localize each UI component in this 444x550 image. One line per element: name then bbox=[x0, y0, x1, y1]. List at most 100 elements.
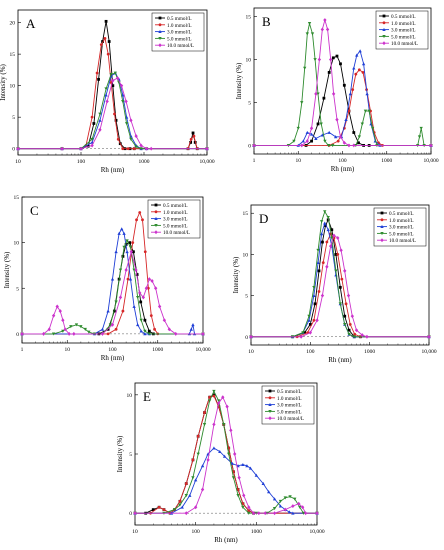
marker-diamond bbox=[249, 334, 253, 339]
legend-label: 0.5 mmol/L bbox=[277, 389, 302, 395]
marker-triangle bbox=[120, 227, 124, 231]
marker-diamond bbox=[314, 91, 318, 96]
marker-diamond bbox=[229, 428, 233, 433]
marker-square bbox=[191, 131, 195, 135]
marker-triangle-down bbox=[343, 323, 347, 327]
legend-label: 10.0 mmol/L bbox=[277, 416, 304, 422]
x-axis-label: Rh (nm) bbox=[214, 536, 238, 544]
marker-circle bbox=[236, 488, 240, 491]
marker-circle bbox=[348, 323, 352, 326]
series-3 bbox=[20, 227, 205, 336]
marker-diamond bbox=[154, 230, 158, 235]
marker-diamond bbox=[354, 328, 359, 333]
marker-square bbox=[97, 77, 100, 81]
x-axis-label: Rh (nm) bbox=[331, 165, 355, 173]
marker-square bbox=[321, 240, 324, 244]
marker-triangle bbox=[135, 323, 140, 327]
marker-square bbox=[357, 141, 360, 145]
x-tick-label: 10 bbox=[296, 158, 302, 164]
marker-triangle bbox=[132, 304, 136, 308]
marker-triangle bbox=[327, 130, 331, 134]
marker-triangle-down bbox=[87, 330, 91, 334]
marker-diamond bbox=[317, 57, 322, 62]
marker-triangle-down bbox=[109, 72, 113, 76]
marker-square bbox=[151, 508, 155, 512]
marker-diamond bbox=[144, 146, 149, 151]
marker-triangle bbox=[361, 62, 366, 66]
panel-label: A bbox=[26, 16, 36, 31]
marker-triangle-down bbox=[312, 285, 316, 290]
marker-triangle-down bbox=[272, 507, 277, 511]
marker-diamond bbox=[328, 57, 333, 62]
series-line bbox=[254, 49, 431, 146]
marker-square bbox=[313, 302, 317, 306]
marker-diamond bbox=[303, 511, 308, 516]
marker-circle bbox=[336, 139, 340, 143]
legend-label: 0.5 mmol/L bbox=[163, 203, 188, 209]
marker-triangle-down bbox=[298, 505, 302, 509]
marker-diamond bbox=[347, 143, 351, 148]
marker-triangle-down bbox=[134, 145, 138, 149]
y-tick-label: 5 bbox=[129, 452, 132, 458]
marker-square bbox=[339, 62, 342, 66]
marker-circle bbox=[138, 211, 142, 214]
marker-triangle-down bbox=[319, 122, 323, 126]
marker-square bbox=[114, 118, 118, 122]
marker-triangle-down bbox=[184, 494, 188, 498]
marker-diamond bbox=[427, 334, 431, 339]
marker-triangle-down bbox=[307, 22, 312, 26]
marker-diamond bbox=[51, 313, 56, 318]
marker-triangle-down bbox=[307, 314, 311, 318]
legend-label: 3.0 mmol/L bbox=[163, 217, 188, 223]
marker-diamond bbox=[320, 27, 325, 32]
marker-triangle-down bbox=[79, 325, 83, 329]
marker-diamond bbox=[336, 235, 340, 240]
marker-square bbox=[308, 323, 312, 326]
series-2 bbox=[133, 394, 319, 515]
marker-diamond bbox=[141, 295, 146, 300]
marker-triangle bbox=[193, 478, 198, 482]
legend-label: 10.0 mmol/L bbox=[391, 41, 418, 47]
marker-square bbox=[347, 328, 351, 332]
panel-label: C bbox=[30, 203, 39, 218]
x-tick-label: 10 bbox=[65, 347, 71, 353]
marker-diamond bbox=[147, 277, 151, 282]
marker-diamond bbox=[206, 457, 210, 462]
marker-triangle bbox=[344, 117, 348, 122]
x-tick-label: 10 bbox=[132, 529, 138, 535]
series-line bbox=[254, 55, 431, 146]
marker-diamond bbox=[225, 404, 229, 409]
marker-diamond bbox=[212, 422, 216, 427]
x-tick-label: 100 bbox=[77, 159, 86, 165]
legend-label: 10.0 mmol/L bbox=[389, 238, 416, 244]
marker-triangle-down bbox=[367, 109, 371, 113]
marker-triangle bbox=[355, 53, 359, 57]
y-tick-label: 0 bbox=[248, 143, 251, 149]
marker-triangle-down bbox=[288, 495, 292, 499]
marker-triangle-down bbox=[303, 66, 307, 70]
panel-label: D bbox=[259, 211, 268, 226]
legend-label: 5.0 mmol/L bbox=[163, 223, 188, 229]
legend-label: 1.0 mmol/L bbox=[389, 218, 414, 224]
marker-diamond bbox=[325, 27, 330, 32]
marker-triangle-down bbox=[172, 508, 177, 512]
x-tick-label: 100 bbox=[192, 529, 201, 535]
marker-diamond bbox=[200, 487, 205, 492]
marker-diamond bbox=[221, 395, 225, 400]
marker-circle bbox=[325, 240, 329, 244]
legend-label: 3.0 mmol/L bbox=[389, 225, 414, 231]
marker-triangle-down bbox=[207, 399, 212, 403]
marker-diamond bbox=[252, 143, 256, 148]
marker-triangle-down bbox=[326, 144, 331, 148]
marker-diamond bbox=[308, 330, 313, 335]
marker-square bbox=[352, 131, 356, 134]
marker-triangle bbox=[104, 93, 108, 97]
marker-diamond bbox=[55, 304, 59, 309]
marker-square bbox=[338, 285, 342, 289]
series-line bbox=[135, 447, 317, 514]
marker-triangle-down bbox=[360, 122, 364, 126]
marker-circle bbox=[121, 147, 125, 151]
x-tick-label: 100 bbox=[108, 347, 117, 353]
marker-square bbox=[330, 228, 334, 232]
marker-circle bbox=[380, 218, 384, 222]
